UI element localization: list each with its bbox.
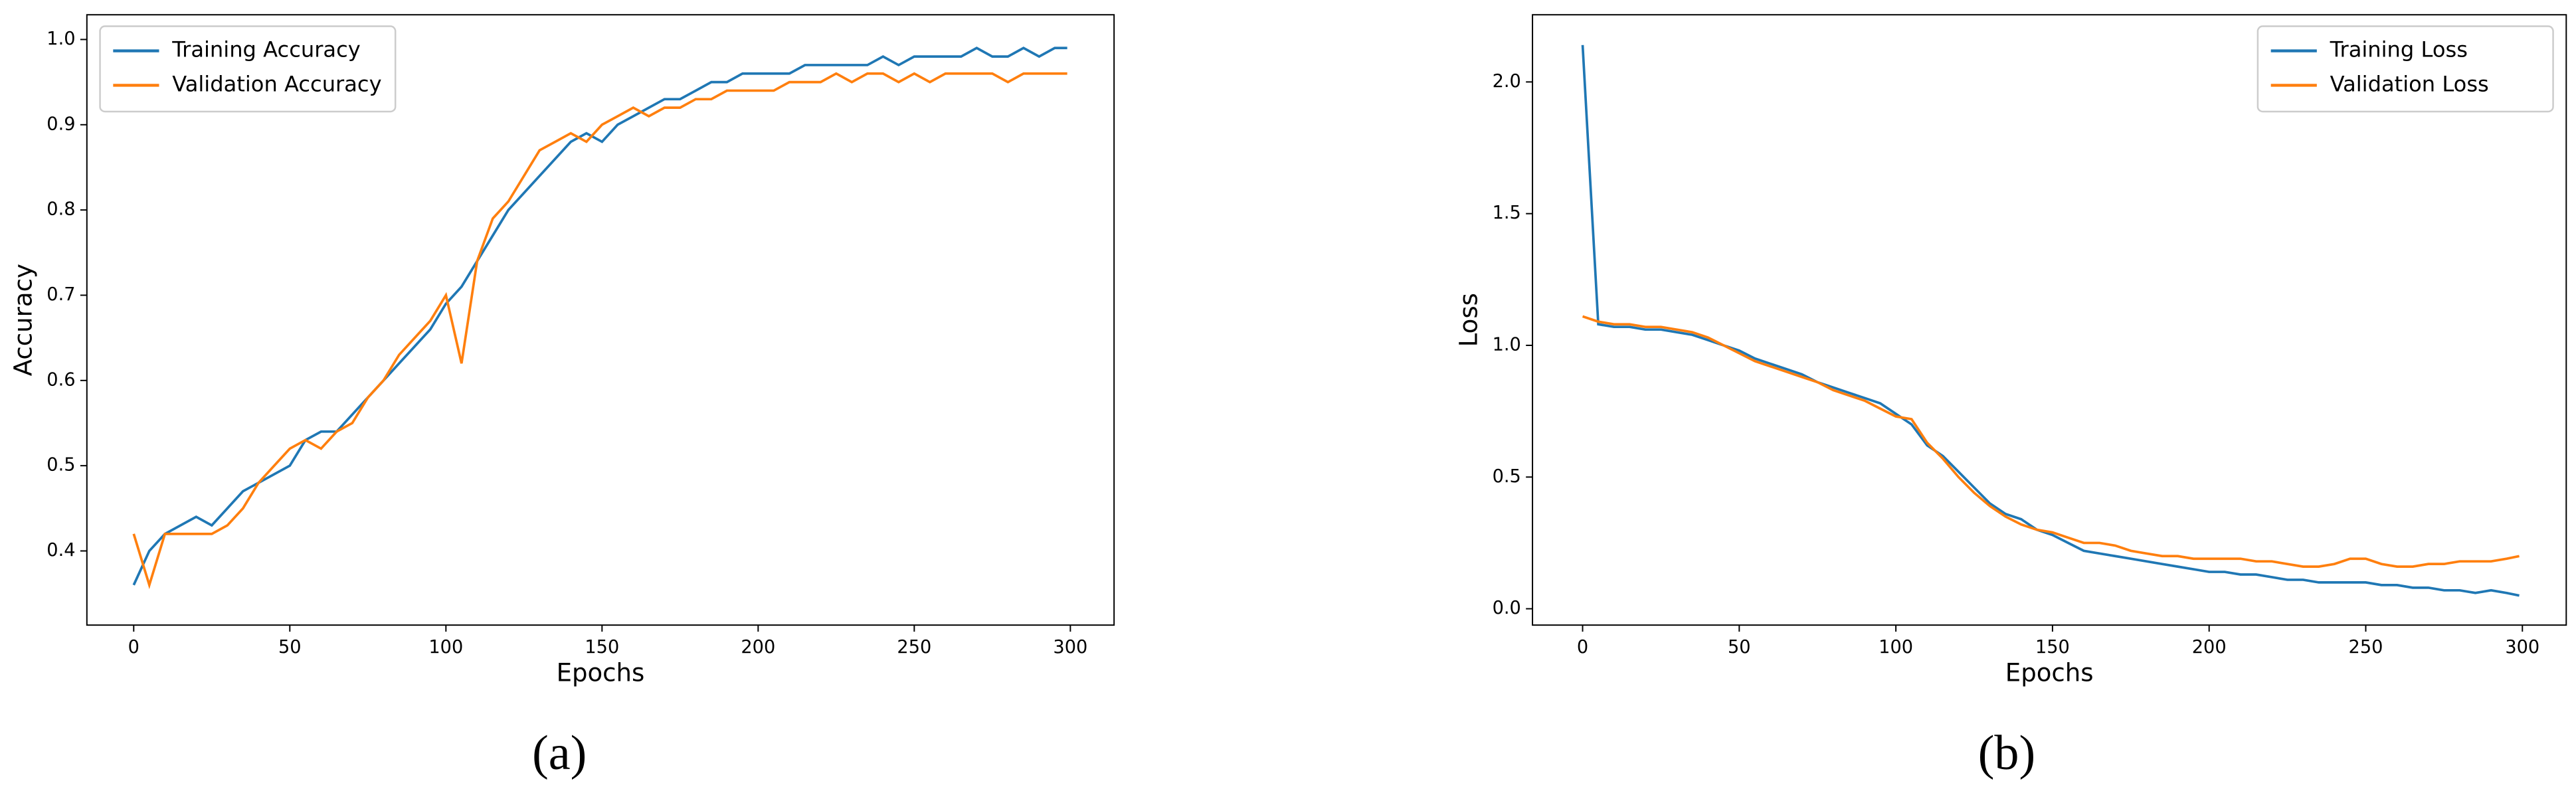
x-tick-label: 300 (2505, 637, 2539, 658)
y-tick-label: 0.4 (46, 540, 75, 561)
y-tick-label: 1.0 (1493, 334, 1521, 355)
x-tick-label: 200 (2192, 637, 2227, 658)
data-line (1582, 315, 2520, 568)
x-tick-label: 200 (741, 637, 775, 658)
y-tick-label: 2.0 (1493, 71, 1521, 92)
legend-label: Validation Accuracy (172, 71, 381, 96)
legend-box (99, 25, 397, 113)
x-tick-label: 300 (1053, 637, 1087, 658)
x-tick-label: 250 (897, 637, 931, 658)
x-tick-label: 50 (278, 637, 302, 658)
x-axis-label: Epochs (2005, 659, 2094, 687)
data-line (1581, 44, 2520, 597)
legend: Training Accuracy Validation Accuracy (99, 25, 397, 113)
legend-label: Training Loss (2330, 37, 2468, 62)
x-tick-label: 100 (1879, 637, 1913, 658)
legend-label: Validation Loss (2330, 71, 2489, 96)
y-tick-label: 0.6 (46, 369, 75, 390)
x-axis-label: Epochs (557, 659, 645, 687)
x-tick-label: 50 (1728, 637, 1751, 658)
legend-label: Training Accuracy (171, 37, 360, 62)
y-tick-label: 1.0 (46, 29, 75, 49)
y-tick-label: 0.5 (46, 455, 75, 476)
x-tick-label: 100 (428, 637, 463, 658)
x-tick-label: 0 (1577, 637, 1588, 658)
data-line (132, 46, 1067, 586)
y-axis-label: Loss (1455, 293, 1483, 347)
legend-box (2256, 25, 2554, 113)
panel-caption: (b) (1978, 726, 2035, 780)
panel-caption: (a) (532, 726, 587, 780)
x-tick-label: 150 (585, 637, 619, 658)
y-tick-label: 1.5 (1493, 203, 1521, 223)
data-line (132, 72, 1067, 590)
y-tick-label: 0.8 (46, 199, 75, 220)
x-tick-label: 0 (128, 637, 139, 658)
y-tick-label: 0.0 (1493, 598, 1521, 618)
y-tick-label: 0.7 (46, 284, 75, 305)
plot-area (1532, 14, 2567, 626)
x-tick-label: 250 (2349, 637, 2383, 658)
y-axis-label: Accuracy (9, 264, 37, 376)
y-tick-label: 0.5 (1493, 466, 1521, 487)
plot-area (86, 14, 1115, 626)
legend: Training Loss Validation Loss (2256, 25, 2554, 113)
y-tick-label: 0.9 (46, 114, 75, 134)
x-tick-label: 150 (2035, 637, 2070, 658)
